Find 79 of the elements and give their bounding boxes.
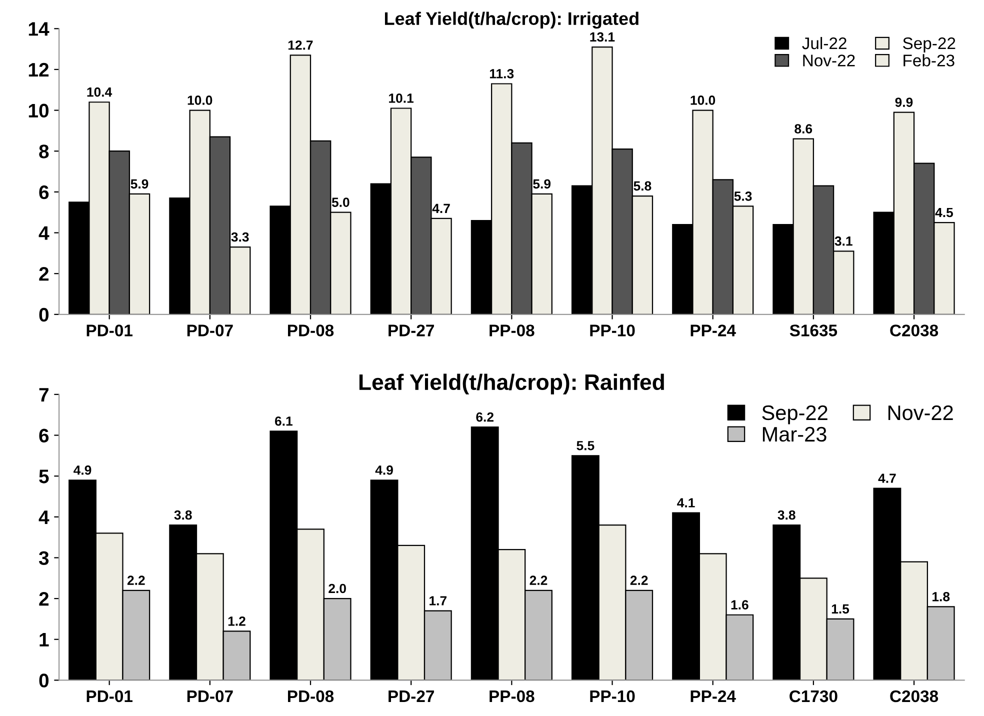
data-label: 10.4 (87, 87, 112, 97)
legend-label: Sep-22 (903, 37, 956, 53)
x-tick-label: PP-24 (690, 690, 736, 702)
y-tick-label: 6 (39, 185, 49, 200)
x-tick-label: PP-08 (490, 690, 534, 702)
data-label: 1.2 (228, 616, 246, 626)
y-tick-label: 14 (28, 22, 50, 36)
y-tick-label: 4 (38, 226, 50, 240)
data-label: 1.7 (430, 596, 447, 606)
data-label: 6.1 (274, 416, 292, 426)
x-tick-label: C1730 (790, 690, 838, 702)
y-tick-label: 7 (39, 388, 48, 402)
data-label: 6.2 (476, 412, 494, 422)
x-tick-label: S1635 (790, 324, 838, 336)
data-label: 3.3 (231, 232, 249, 242)
data-label: 12.7 (288, 40, 313, 50)
data-label: 5.5 (576, 441, 594, 450)
data-label: 4.9 (74, 465, 92, 475)
x-tick-label: PP-24 (690, 324, 736, 336)
x-tick-label: PD-27 (388, 324, 434, 336)
y-tick-label: 6 (39, 428, 49, 442)
data-label: 2.2 (630, 576, 648, 585)
y-tick-label: 0 (39, 674, 49, 688)
data-label: 3.8 (778, 510, 796, 520)
data-label: 3.1 (834, 236, 852, 246)
legend-label: Nov-22 (803, 54, 855, 66)
data-label: 4.5 (935, 208, 954, 218)
y-tick-label: 5 (39, 470, 49, 484)
data-label: 5.8 (634, 181, 652, 191)
legend-label: Feb-23 (904, 54, 954, 66)
y-tick-label: 0 (39, 308, 49, 322)
y-tick-label: 8 (39, 144, 49, 158)
chart-title: Leaf Yield(t/ha/crop): Rainfed (359, 374, 664, 394)
legend-label: Mar-23 (762, 426, 826, 442)
y-tick-label: 2 (39, 592, 49, 606)
data-label: 10.1 (389, 94, 414, 103)
x-tick-label: PP-10 (590, 690, 635, 702)
y-tick-label: 2 (39, 267, 49, 281)
y-tick-label: 1 (40, 633, 49, 646)
data-label: 2.0 (328, 584, 346, 594)
chart-title: Leaf Yield(t/ha/crop): Irrigated (384, 12, 638, 29)
data-label: 10.0 (690, 96, 716, 105)
y-tick-label: 12 (28, 62, 49, 77)
legend-label: Nov-22 (888, 405, 953, 420)
data-label: 5.9 (130, 179, 148, 189)
data-label: 2.2 (530, 576, 548, 585)
legend-label: Jul-22 (802, 36, 846, 50)
x-tick-label: PP-10 (590, 324, 635, 336)
data-label: 8.6 (794, 124, 812, 134)
data-label: 2.2 (127, 576, 145, 585)
y-tick-label: 10 (28, 104, 49, 118)
data-label: 5.3 (734, 192, 752, 201)
data-label: 4.1 (677, 498, 695, 508)
data-label: 1.6 (731, 600, 748, 610)
x-tick-label: PD-08 (288, 690, 334, 702)
data-label: 11.3 (490, 69, 514, 78)
x-tick-label: C2038 (890, 690, 938, 702)
data-label: 4.9 (375, 465, 393, 475)
data-label: 1.8 (932, 592, 950, 602)
data-label: 4.7 (432, 204, 450, 213)
x-tick-label: PD-27 (388, 690, 434, 702)
data-label: 10.0 (188, 96, 212, 105)
x-tick-label: PD-07 (187, 690, 233, 702)
data-label: 5.0 (332, 198, 350, 207)
y-tick-label: 4 (38, 510, 50, 524)
x-tick-label: C2038 (890, 324, 938, 336)
data-label: 13.1 (590, 32, 615, 42)
data-label: 4.7 (878, 474, 896, 483)
data-label: 5.9 (533, 179, 551, 189)
data-label: 1.5 (832, 604, 850, 614)
data-label: 9.9 (895, 98, 913, 107)
x-tick-label: PD-08 (288, 324, 334, 336)
x-tick-label: PP-08 (490, 324, 534, 336)
x-tick-label: PD-07 (187, 324, 233, 336)
y-tick-label: 3 (38, 551, 49, 565)
data-label: 3.8 (174, 510, 192, 520)
x-tick-label: PD-01 (86, 690, 132, 702)
legend-label: Sep-22 (762, 405, 828, 424)
x-tick-label: PD-01 (86, 324, 132, 336)
